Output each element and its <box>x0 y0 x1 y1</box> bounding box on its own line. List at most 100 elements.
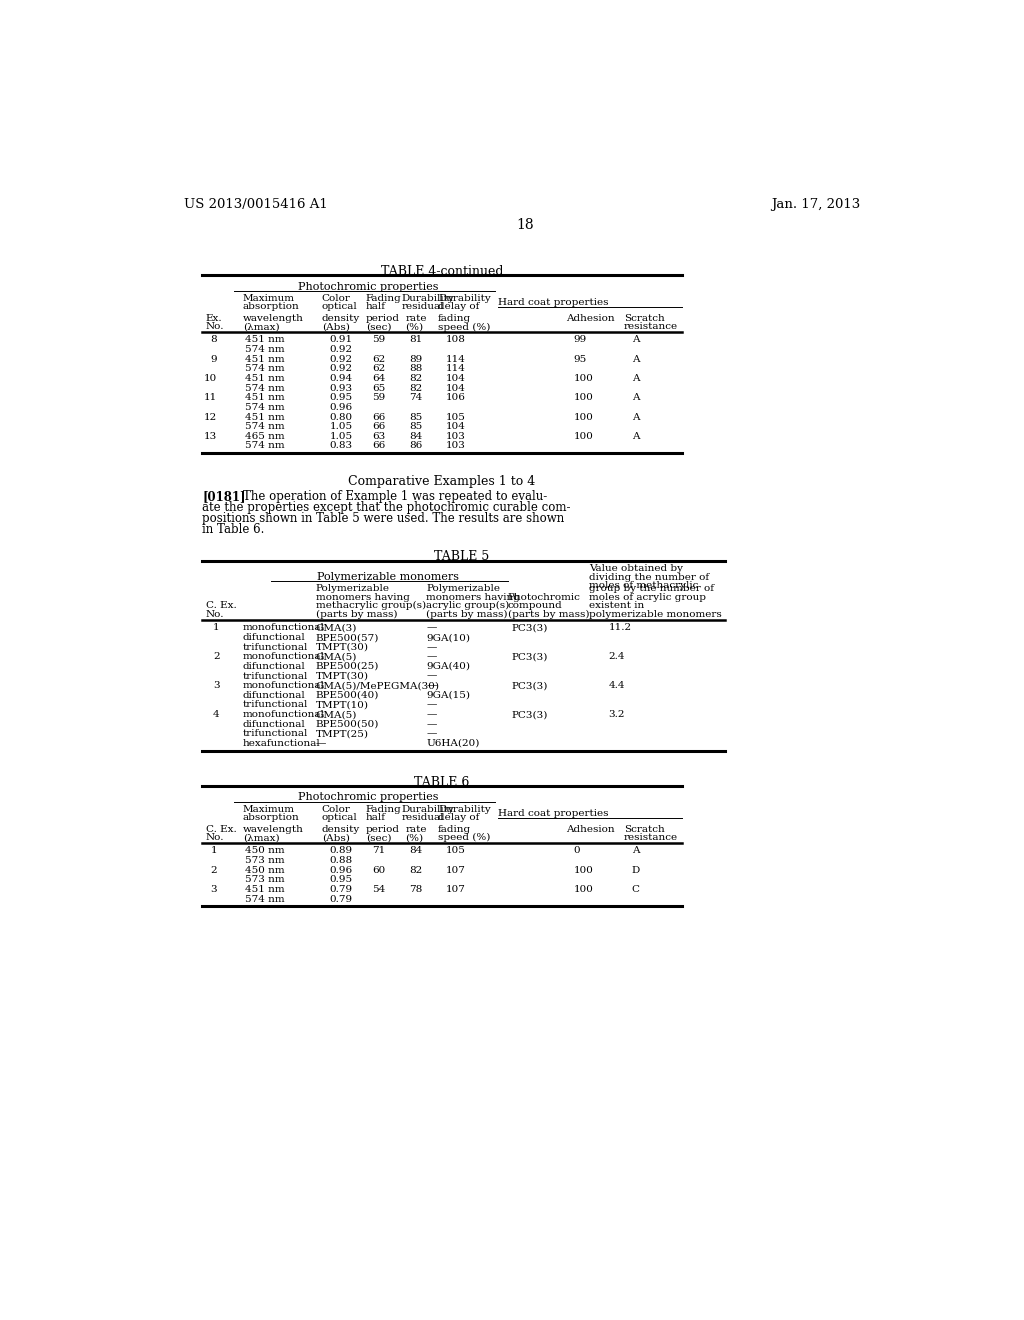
Text: 62: 62 <box>372 355 385 364</box>
Text: 0.95: 0.95 <box>330 875 352 884</box>
Text: Hard coat properties: Hard coat properties <box>499 809 609 817</box>
Text: 0.91: 0.91 <box>330 335 352 345</box>
Text: Adhesion: Adhesion <box>566 825 614 834</box>
Text: 0.89: 0.89 <box>330 846 352 855</box>
Text: Polymerizable: Polymerizable <box>315 585 389 593</box>
Text: Fading: Fading <box>366 294 401 302</box>
Text: 103: 103 <box>445 441 466 450</box>
Text: 84: 84 <box>410 846 423 855</box>
Text: 100: 100 <box>573 412 594 421</box>
Text: —: — <box>426 681 437 690</box>
Text: 0.95: 0.95 <box>330 393 352 403</box>
Text: 18: 18 <box>516 218 534 232</box>
Text: —: — <box>426 652 437 661</box>
Text: 54: 54 <box>372 884 385 894</box>
Text: —: — <box>426 710 437 719</box>
Text: 574 nm: 574 nm <box>245 384 285 392</box>
Text: 574 nm: 574 nm <box>245 345 285 354</box>
Text: 104: 104 <box>445 422 466 432</box>
Text: delay of: delay of <box>438 813 479 822</box>
Text: 66: 66 <box>372 422 385 432</box>
Text: Durability: Durability <box>438 294 490 302</box>
Text: 0.92: 0.92 <box>330 345 352 354</box>
Text: TABLE 4-continued: TABLE 4-continued <box>381 264 503 277</box>
Text: density: density <box>322 825 360 834</box>
Text: 0.96: 0.96 <box>330 866 352 875</box>
Text: 12: 12 <box>204 412 217 421</box>
Text: 0.88: 0.88 <box>330 857 352 865</box>
Text: TMPT(10): TMPT(10) <box>315 701 369 709</box>
Text: (%): (%) <box>406 833 424 842</box>
Text: Durability: Durability <box>401 294 455 302</box>
Text: Polymerizable: Polymerizable <box>426 585 501 593</box>
Text: (Abs): (Abs) <box>322 833 349 842</box>
Text: trifunctional: trifunctional <box>243 730 308 738</box>
Text: A: A <box>632 412 639 421</box>
Text: Polymerizable monomers: Polymerizable monomers <box>316 572 459 582</box>
Text: 81: 81 <box>410 335 423 345</box>
Text: 1.05: 1.05 <box>330 422 352 432</box>
Text: 107: 107 <box>445 866 466 875</box>
Text: (parts by mass): (parts by mass) <box>508 610 589 619</box>
Text: PC3(3): PC3(3) <box>512 681 548 690</box>
Text: rate: rate <box>406 825 427 834</box>
Text: 103: 103 <box>445 432 466 441</box>
Text: TABLE 5: TABLE 5 <box>433 550 488 564</box>
Text: 465 nm: 465 nm <box>245 432 285 441</box>
Text: Ex.: Ex. <box>206 314 222 323</box>
Text: (λmax): (λmax) <box>243 322 280 331</box>
Text: US 2013/0015416 A1: US 2013/0015416 A1 <box>183 198 328 211</box>
Text: (Abs): (Abs) <box>322 322 349 331</box>
Text: 88: 88 <box>410 364 423 374</box>
Text: A: A <box>632 355 639 364</box>
Text: [0181]: [0181] <box>203 490 246 503</box>
Text: absorption: absorption <box>243 813 299 822</box>
Text: fading: fading <box>438 314 471 323</box>
Text: 99: 99 <box>573 335 587 345</box>
Text: 100: 100 <box>573 432 594 441</box>
Text: 89: 89 <box>410 355 423 364</box>
Text: 0: 0 <box>573 846 581 855</box>
Text: 573 nm: 573 nm <box>245 857 285 865</box>
Text: 0.94: 0.94 <box>330 374 352 383</box>
Text: TMPT(25): TMPT(25) <box>315 730 369 738</box>
Text: 104: 104 <box>445 384 466 392</box>
Text: 574 nm: 574 nm <box>245 364 285 374</box>
Text: BPE500(25): BPE500(25) <box>315 663 379 671</box>
Text: group by the number of: group by the number of <box>589 585 714 593</box>
Text: 9: 9 <box>211 355 217 364</box>
Text: PC3(3): PC3(3) <box>512 710 548 719</box>
Text: GMA(3): GMA(3) <box>315 623 357 632</box>
Text: C. Ex.: C. Ex. <box>206 825 237 834</box>
Text: monofunctional: monofunctional <box>243 681 325 690</box>
Text: Durability: Durability <box>438 805 490 814</box>
Text: monofunctional: monofunctional <box>243 652 325 661</box>
Text: 60: 60 <box>372 866 385 875</box>
Text: Maximum: Maximum <box>243 294 295 302</box>
Text: monofunctional: monofunctional <box>243 710 325 719</box>
Text: moles of methacrylic: moles of methacrylic <box>589 581 698 590</box>
Text: 86: 86 <box>410 441 423 450</box>
Text: 3: 3 <box>213 681 219 690</box>
Text: (sec): (sec) <box>366 322 391 331</box>
Text: 85: 85 <box>410 422 423 432</box>
Text: 3.2: 3.2 <box>608 710 625 719</box>
Text: difunctional: difunctional <box>243 690 305 700</box>
Text: 100: 100 <box>573 393 594 403</box>
Text: wavelength: wavelength <box>243 825 303 834</box>
Text: —: — <box>426 730 437 738</box>
Text: 451 nm: 451 nm <box>245 393 285 403</box>
Text: C. Ex.: C. Ex. <box>206 601 237 610</box>
Text: 59: 59 <box>372 393 385 403</box>
Text: half: half <box>366 813 386 822</box>
Text: 451 nm: 451 nm <box>245 335 285 345</box>
Text: 82: 82 <box>410 374 423 383</box>
Text: A: A <box>632 846 639 855</box>
Text: 1: 1 <box>213 623 219 632</box>
Text: 573 nm: 573 nm <box>245 875 285 884</box>
Text: GMA(5): GMA(5) <box>315 710 357 719</box>
Text: 82: 82 <box>410 866 423 875</box>
Text: —: — <box>426 643 437 652</box>
Text: compound: compound <box>508 601 562 610</box>
Text: —: — <box>426 672 437 681</box>
